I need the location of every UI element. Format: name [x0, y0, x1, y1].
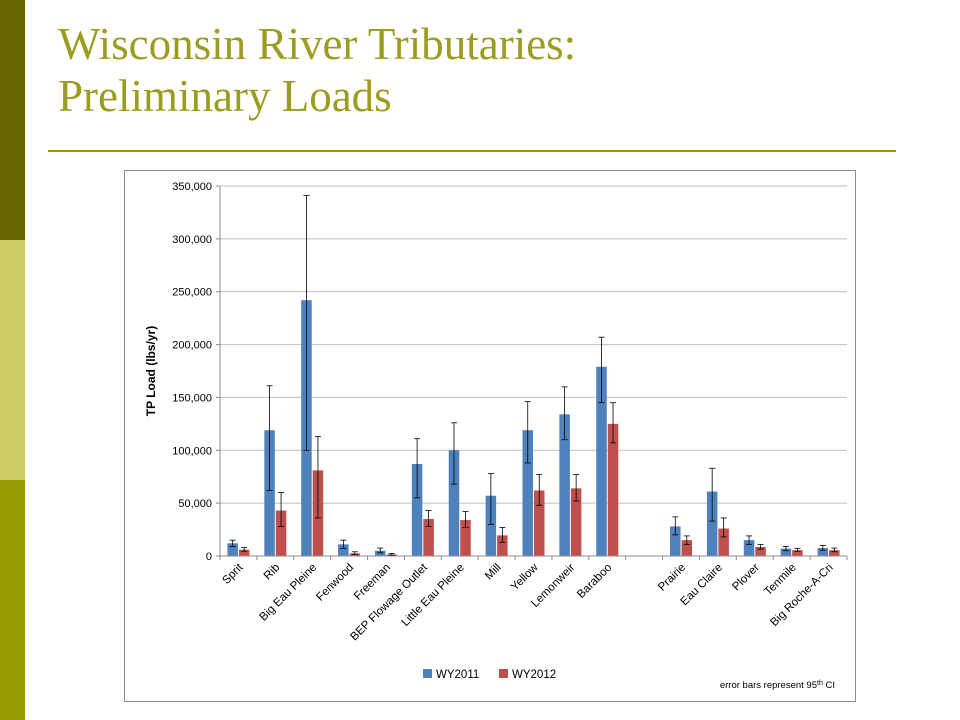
side-accent-bottom: [0, 480, 25, 720]
bar-wy2011: [374, 550, 386, 556]
legend: WY2011 WY2012: [423, 669, 556, 681]
title-rule: [48, 150, 896, 152]
side-accent-top: [0, 0, 25, 240]
bar-wy2012: [534, 490, 545, 556]
y-tick-label: 300,000: [172, 234, 212, 246]
slide-title-line-2: Preliminary Loads: [58, 71, 392, 121]
category-label: Sprit: [220, 561, 246, 587]
bar-wy2011: [485, 495, 497, 556]
y-tick-label: 100,000: [172, 445, 212, 457]
category-label: Plover: [730, 562, 762, 594]
category-label: Fenwood: [314, 562, 356, 604]
bar-wy2011: [596, 366, 607, 556]
bar-wy2011: [448, 450, 460, 556]
bar-wy2011: [264, 430, 275, 556]
bar-wy2012: [829, 550, 840, 556]
error-bars: [229, 195, 838, 556]
error-bar-note: error bars represent 95th CI: [720, 680, 835, 692]
category-label: Baraboo: [575, 562, 614, 601]
legend-label-wy2011: WY2011: [436, 669, 479, 681]
category-label: Big Roche-A-Cri: [768, 562, 835, 629]
bar-wy2012: [792, 550, 803, 556]
bar-wy2011: [338, 544, 349, 556]
y-tick-label: 0: [206, 551, 212, 563]
bar-wy2011: [817, 548, 829, 556]
bar-wy2011: [522, 430, 533, 556]
chart-frame: 0 50,000 100,000 150,000 200,000 250,000 300,0…: [124, 170, 856, 702]
slide-title-line-1: Wisconsin River Tributaries:: [58, 19, 577, 69]
bar-wy2012: [570, 488, 582, 556]
legend-swatch-wy2011: [423, 669, 432, 678]
bar-wy2012: [681, 540, 693, 556]
y-tick-label: 350,000: [172, 181, 212, 193]
category-label: Rib: [262, 562, 283, 583]
note-superscript: th: [817, 680, 823, 687]
bar-wy2011: [559, 414, 570, 556]
bar-wy2011: [780, 548, 792, 556]
bar-wy2012: [755, 547, 766, 556]
bar-wy2011: [411, 464, 423, 556]
y-tick-label: 250,000: [172, 287, 212, 299]
y-tick-label: 50,000: [178, 498, 212, 510]
bar-chart: 0 50,000 100,000 150,000 200,000 250,000 300,0…: [144, 181, 848, 692]
bar-wy2012: [423, 519, 434, 556]
side-accent-middle: [0, 240, 25, 480]
y-axis-label: TP Load (lbs/yr): [144, 326, 158, 416]
bar-wy2012: [238, 549, 250, 556]
x-axis: [219, 186, 848, 560]
legend-swatch-wy2012: [499, 669, 508, 678]
y-tick-label: 200,000: [172, 340, 212, 352]
category-label: Mill: [483, 562, 504, 583]
note-suffix: CI: [823, 680, 835, 691]
note-prefix: error bars represent 95: [720, 680, 817, 691]
category-label: Prairie: [656, 562, 688, 594]
category-label: Yellow: [509, 561, 541, 593]
y-tick-label: 150,000: [172, 392, 212, 404]
bar-wy2011: [670, 526, 681, 556]
bar-wy2012: [275, 510, 287, 556]
bar-wy2012: [460, 520, 471, 556]
bar-wy2012: [497, 535, 508, 556]
bar-wy2011: [743, 540, 755, 556]
bar-wy2012: [607, 423, 619, 556]
category-label: Tenmile: [762, 562, 799, 599]
bar-wy2012: [718, 528, 729, 556]
bar-wy2011: [227, 543, 238, 556]
y-axis-ticks: 0 50,000 100,000 150,000 200,000 250,000 300,0…: [172, 181, 220, 563]
gridlines: [220, 185, 847, 504]
category-label: Little Eau Pleine: [400, 562, 467, 629]
bar-wy2011: [706, 491, 718, 556]
slide-title: Wisconsin River Tributaries: Preliminary…: [58, 18, 938, 122]
legend-label-wy2012: WY2012: [512, 669, 556, 681]
